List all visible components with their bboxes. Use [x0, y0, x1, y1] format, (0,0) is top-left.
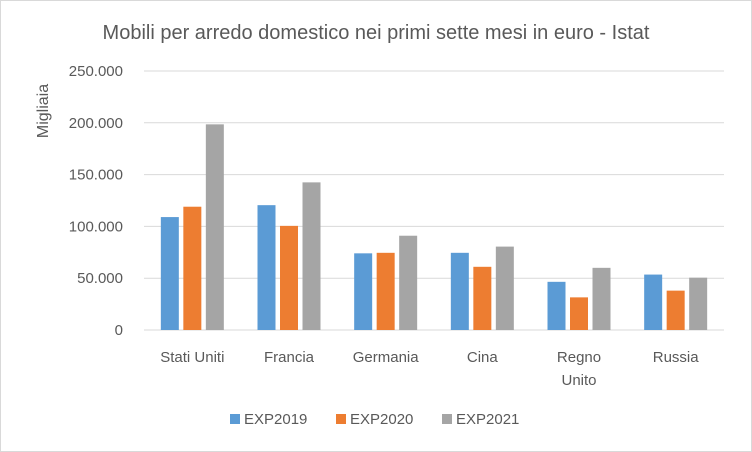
bar-exp2019-0 [160, 217, 179, 330]
y-tick-label: 100.000 [69, 218, 123, 235]
chart-title: Mobili per arredo domestico nei primi se… [103, 22, 650, 44]
x-tick-label: Cina [467, 349, 499, 366]
bar-exp2021-0 [205, 124, 224, 330]
legend-label-exp2019: EXP2019 [244, 411, 307, 428]
bar-exp2020-0 [183, 206, 202, 330]
legend-swatch-exp2020 [336, 414, 346, 424]
y-tick-label: 50.000 [77, 270, 123, 287]
bar-exp2021-1 [302, 182, 321, 330]
x-tick-label: Russia [653, 349, 700, 366]
bar-exp2020-1 [280, 225, 298, 330]
bar-exp2020-3 [473, 266, 492, 330]
bar-exp2021-5 [689, 277, 708, 330]
x-tick-label: Regno [557, 349, 601, 366]
bar-exp2019-5 [644, 274, 663, 330]
bar-exp2020-2 [376, 252, 395, 330]
y-tick-label: 250.000 [69, 63, 123, 80]
x-tick-label: Unito [561, 372, 596, 389]
bar-exp2021-2 [399, 235, 418, 330]
y-axis-ticks: 0 50.000 100.000 150.000 200.000 250.000 [69, 63, 123, 339]
bar-exp2019-3 [450, 252, 469, 330]
y-tick-label: 0 [115, 322, 123, 339]
bar-exp2020-5 [666, 290, 685, 330]
x-tick-label: Germania [353, 349, 420, 366]
bar-exp2020-4 [570, 297, 588, 330]
legend: EXP2019 EXP2020 EXP2021 [230, 411, 519, 428]
legend-swatch-exp2019 [230, 414, 240, 424]
y-axis-title: Migliaia [35, 84, 52, 138]
x-tick-label: Stati Uniti [160, 349, 224, 366]
y-tick-label: 200.000 [69, 115, 123, 132]
x-axis-ticks: Stati Uniti Francia Germania Cina Regno Unito… [160, 349, 699, 389]
legend-label-exp2021: EXP2021 [456, 411, 519, 428]
bar-exp2021-4 [592, 267, 611, 330]
legend-label-exp2020: EXP2020 [350, 411, 413, 428]
bar-exp2019-1 [257, 205, 276, 330]
bars [160, 124, 708, 330]
bar-exp2019-4 [547, 281, 566, 330]
gridlines [144, 70, 724, 331]
x-tick-label: Francia [264, 349, 315, 366]
legend-swatch-exp2021 [442, 414, 452, 424]
bar-exp2021-3 [495, 246, 514, 330]
y-tick-label: 150.000 [69, 167, 123, 184]
bar-exp2019-2 [354, 253, 373, 330]
